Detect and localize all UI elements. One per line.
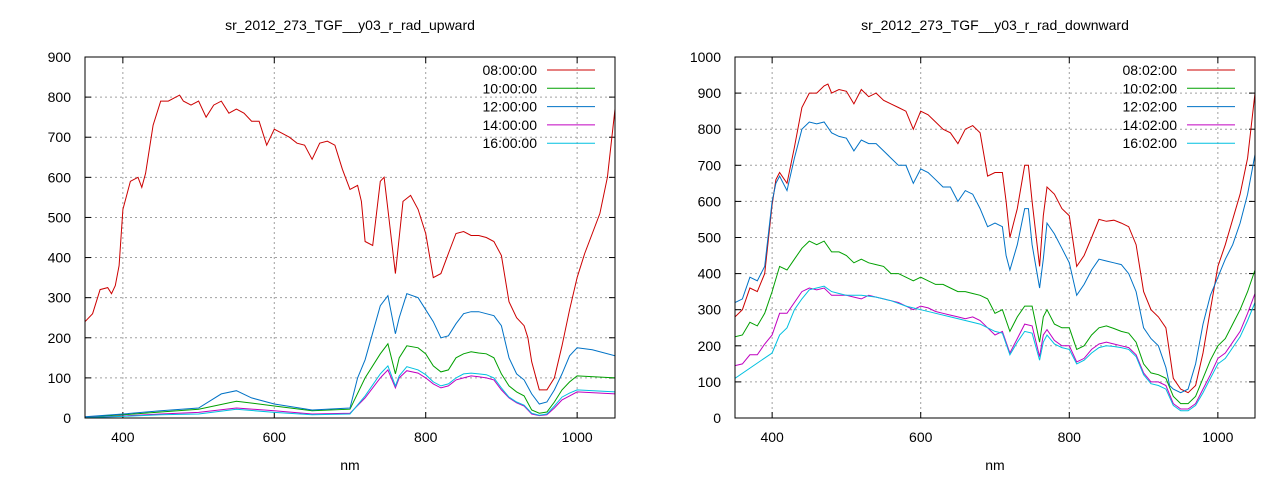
y-tick-label: 200 (48, 330, 72, 346)
x-tick-label: 400 (760, 429, 784, 445)
series-group (85, 94, 615, 418)
series-line-10:00:00 (85, 342, 615, 418)
legend-label: 14:00:00 (483, 117, 538, 133)
chart-title: sr_2012_273_TGF__y03_r_rad_upward (225, 17, 475, 33)
series-line-14:02:00 (735, 287, 1255, 410)
chart-1: sr_2012_273_TGF__y03_r_rad_upward 0 100 200… (48, 17, 616, 473)
y-tick-label: 700 (48, 129, 72, 145)
plot-border (84, 56, 616, 419)
chart-2: sr_2012_273_TGF__y03_r_rad_downward 0 100 2… (690, 17, 1256, 473)
x-axis-label: nm (340, 457, 359, 473)
series-line-16:02:00 (735, 285, 1255, 412)
series-line-08:00:00 (85, 94, 615, 391)
legend-label: 16:02:00 (1123, 135, 1178, 151)
legend-label: 12:00:00 (483, 99, 538, 115)
y-tick-label: 500 (48, 209, 72, 225)
legend: 08:02:00 10:02:00 12:02:00 14:02:00 16:02:00 (1123, 62, 1235, 151)
y-tick-label: 700 (698, 157, 722, 173)
y-tick-label: 100 (48, 370, 72, 386)
y-tick-label: 0 (63, 410, 71, 426)
y-tick-label: 900 (48, 49, 72, 65)
x-tick-label: 600 (909, 429, 933, 445)
series-line-12:00:00 (85, 293, 615, 418)
legend-label: 12:02:00 (1123, 99, 1178, 115)
x-tick-label: 800 (1058, 429, 1082, 445)
plot-border (734, 56, 1256, 419)
legend: 08:00:00 10:00:00 12:00:00 14:00:00 16:00:00 (483, 62, 595, 151)
legend-label: 08:00:00 (483, 62, 538, 78)
x-tick-label: 600 (263, 429, 287, 445)
y-tick-label: 400 (698, 266, 722, 282)
legend-label: 08:02:00 (1123, 62, 1178, 78)
x-tick-label: 1000 (562, 429, 593, 445)
y-tick-label: 600 (698, 193, 722, 209)
y-tick-label: 300 (698, 302, 722, 318)
y-tick-label: 600 (48, 169, 72, 185)
series-group (735, 83, 1255, 412)
series-line-08:02:00 (735, 83, 1255, 394)
legend-label: 14:02:00 (1123, 117, 1178, 133)
legend-label: 10:02:00 (1123, 80, 1178, 96)
series-line-10:02:00 (735, 240, 1255, 405)
y-tick-label: 1000 (690, 49, 721, 65)
legend-label: 10:00:00 (483, 80, 538, 96)
chart-title: sr_2012_273_TGF__y03_r_rad_downward (861, 17, 1129, 33)
series-line-16:00:00 (85, 364, 615, 418)
legend-label: 16:00:00 (483, 135, 538, 151)
grid (735, 57, 1255, 418)
y-tick-label: 100 (698, 374, 722, 390)
grid (85, 57, 615, 418)
x-tick-label: 1000 (1202, 429, 1233, 445)
y-tick-label: 900 (698, 85, 722, 101)
y-tick-label: 800 (48, 89, 72, 105)
y-tick-label: 500 (698, 230, 722, 246)
y-tick-label: 300 (48, 290, 72, 306)
x-tick-label: 800 (414, 429, 438, 445)
y-tick-label: 0 (713, 410, 721, 426)
x-axis-label: nm (985, 457, 1004, 473)
y-tick-label: 800 (698, 121, 722, 137)
y-tick-label: 200 (698, 338, 722, 354)
series-line-12:02:00 (735, 121, 1255, 394)
x-tick-label: 400 (111, 429, 135, 445)
y-tick-label: 400 (48, 250, 72, 266)
